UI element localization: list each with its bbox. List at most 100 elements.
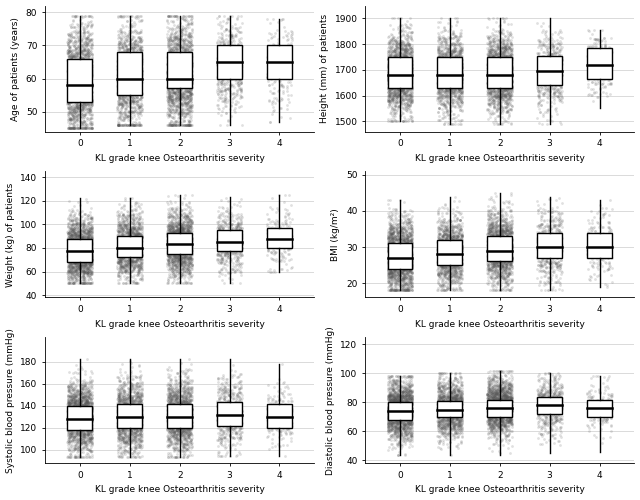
Point bbox=[77, 73, 88, 81]
Point bbox=[454, 243, 465, 251]
Point bbox=[447, 418, 457, 426]
Point bbox=[447, 387, 458, 395]
Point bbox=[168, 52, 178, 60]
Point bbox=[499, 76, 509, 84]
Point bbox=[438, 275, 449, 283]
Point bbox=[169, 430, 179, 438]
Point bbox=[83, 244, 93, 252]
Point bbox=[68, 240, 79, 248]
Point bbox=[396, 423, 406, 431]
Point bbox=[391, 70, 401, 78]
Point bbox=[69, 50, 79, 58]
Point bbox=[434, 61, 444, 69]
Point bbox=[383, 372, 393, 380]
Point bbox=[182, 226, 192, 234]
Point bbox=[176, 392, 186, 400]
Point bbox=[125, 88, 136, 96]
Point bbox=[506, 256, 516, 264]
Point bbox=[163, 370, 173, 378]
Point bbox=[497, 74, 507, 82]
Point bbox=[177, 404, 188, 412]
Point bbox=[125, 409, 136, 417]
Point bbox=[67, 84, 77, 92]
Point bbox=[543, 392, 554, 400]
Point bbox=[554, 226, 564, 234]
Point bbox=[66, 238, 76, 246]
Point bbox=[532, 434, 543, 442]
Point bbox=[85, 236, 95, 244]
Point bbox=[453, 208, 463, 216]
Point bbox=[385, 246, 395, 254]
Point bbox=[394, 235, 404, 243]
Point bbox=[484, 238, 495, 246]
Point bbox=[65, 265, 75, 273]
Point bbox=[495, 75, 505, 83]
Point bbox=[387, 48, 397, 56]
Point bbox=[177, 222, 187, 230]
Point bbox=[125, 226, 135, 234]
Point bbox=[181, 121, 191, 129]
Point bbox=[164, 252, 175, 260]
Point bbox=[170, 251, 180, 259]
Point bbox=[177, 233, 188, 241]
Point bbox=[385, 258, 395, 266]
Point bbox=[552, 254, 562, 262]
Point bbox=[494, 409, 504, 417]
Point bbox=[84, 417, 94, 425]
Point bbox=[186, 228, 196, 236]
Point bbox=[506, 420, 516, 428]
Point bbox=[136, 89, 146, 97]
Point bbox=[85, 120, 95, 128]
Point bbox=[484, 248, 495, 256]
Point bbox=[449, 424, 459, 432]
Point bbox=[216, 258, 226, 266]
Point bbox=[134, 210, 144, 218]
Point bbox=[65, 210, 76, 218]
Point bbox=[448, 241, 458, 249]
Point bbox=[168, 72, 179, 80]
Point bbox=[397, 414, 407, 422]
Point bbox=[83, 252, 93, 260]
Point bbox=[187, 406, 197, 413]
Point bbox=[65, 238, 75, 246]
Point bbox=[186, 60, 196, 68]
Point bbox=[186, 254, 196, 262]
Point bbox=[439, 400, 449, 407]
Point bbox=[86, 80, 96, 88]
Point bbox=[217, 388, 227, 396]
Point bbox=[116, 50, 126, 58]
Point bbox=[167, 395, 177, 403]
Point bbox=[122, 224, 132, 232]
Point bbox=[483, 46, 493, 54]
Point bbox=[505, 236, 515, 244]
Point bbox=[113, 70, 123, 78]
Point bbox=[484, 65, 494, 73]
Point bbox=[455, 260, 465, 268]
Point bbox=[131, 84, 141, 92]
Point bbox=[175, 260, 186, 268]
Point bbox=[75, 254, 85, 262]
Point bbox=[552, 67, 562, 75]
Point bbox=[406, 84, 417, 92]
Point bbox=[129, 425, 139, 433]
Point bbox=[87, 402, 97, 410]
Point bbox=[181, 88, 191, 96]
Point bbox=[223, 243, 233, 251]
Point bbox=[175, 38, 185, 46]
Point bbox=[492, 234, 502, 241]
Point bbox=[449, 270, 460, 278]
Point bbox=[398, 286, 408, 294]
Point bbox=[218, 371, 228, 379]
Point bbox=[230, 267, 240, 275]
Point bbox=[281, 68, 291, 76]
Point bbox=[127, 55, 138, 63]
Point bbox=[67, 228, 77, 235]
Point bbox=[176, 404, 186, 412]
Point bbox=[177, 413, 188, 421]
Point bbox=[438, 422, 448, 430]
Point bbox=[456, 236, 466, 244]
Point bbox=[127, 208, 137, 216]
Point bbox=[552, 36, 562, 44]
Point bbox=[443, 80, 453, 88]
Point bbox=[407, 412, 417, 420]
